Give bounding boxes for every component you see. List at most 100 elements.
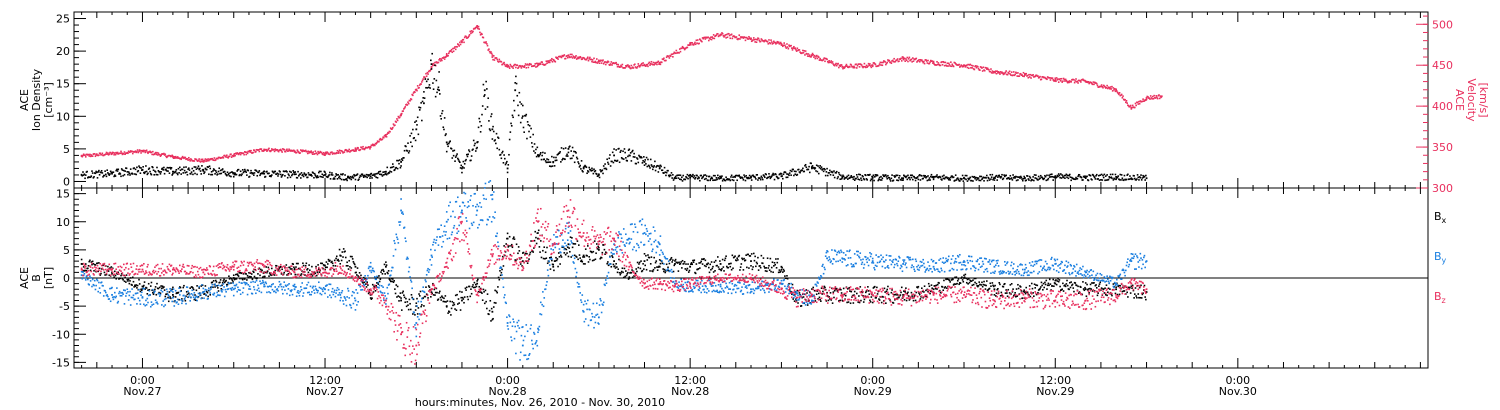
density-series-point	[965, 178, 967, 181]
velocity-series-point	[267, 148, 270, 151]
density-series-point	[966, 180, 969, 182]
velocity-series-point	[675, 49, 678, 52]
velocity-series-point	[658, 61, 661, 64]
velocity-series-point	[907, 58, 910, 60]
velocity-series-point	[974, 65, 977, 67]
bx-series-point	[546, 246, 548, 249]
density-series-point	[1080, 176, 1083, 179]
density-series-point	[280, 176, 283, 178]
density-series-point	[1111, 177, 1113, 180]
density-series-point	[782, 177, 784, 180]
velocity-series-point	[1113, 87, 1116, 90]
density-series-point	[421, 119, 423, 122]
velocity-series-point	[1010, 71, 1013, 73]
bx-series-point	[827, 299, 830, 302]
density-series-point	[564, 147, 567, 149]
velocity-series-point	[606, 61, 608, 64]
bx-series-point	[456, 303, 459, 305]
bx-series-point	[722, 266, 725, 268]
velocity-series-point	[122, 153, 125, 155]
velocity-series-point	[493, 59, 496, 61]
density-series-point	[615, 149, 617, 151]
bx-series-point	[952, 278, 954, 281]
velocity-series-point	[84, 156, 87, 158]
velocity-series-point	[757, 37, 760, 40]
bx-series-point	[640, 260, 642, 262]
density-series-point	[336, 178, 339, 180]
bx-series-point	[858, 301, 861, 304]
bx-series-point	[719, 260, 721, 262]
density-series-point	[120, 175, 122, 178]
density-series-point	[340, 178, 343, 181]
density-series-point	[969, 176, 972, 179]
velocity-series-point	[1136, 101, 1139, 104]
bx-series-point	[603, 248, 606, 251]
velocity-series-point	[977, 67, 980, 70]
velocity-series-point	[496, 58, 499, 61]
density-series-point	[1142, 174, 1144, 177]
density-series-point	[122, 169, 125, 172]
velocity-series-point	[1100, 85, 1102, 88]
velocity-series-point	[1032, 74, 1034, 76]
velocity-series-point	[823, 57, 826, 59]
bx-series-point	[450, 307, 453, 310]
density-series-point	[780, 173, 783, 175]
bx-series-point	[342, 248, 345, 250]
bx-series-point	[526, 262, 529, 264]
density-series-point	[562, 157, 564, 160]
density-series-point	[514, 89, 517, 92]
velocity-series-point	[811, 54, 813, 56]
velocity-series-point	[892, 60, 895, 63]
velocity-series-point	[879, 61, 882, 64]
density-series-point	[804, 164, 806, 167]
velocity-series-point	[840, 64, 843, 66]
bx-series-point	[817, 298, 819, 300]
bx-series-point	[826, 291, 828, 294]
density-series-point	[674, 176, 676, 179]
density-series-point	[302, 173, 304, 176]
density-series-point	[814, 167, 817, 169]
density-series-point	[318, 170, 321, 173]
bx-series-point	[314, 272, 317, 275]
density-series-point	[627, 155, 629, 158]
bx-series-point	[418, 295, 421, 297]
velocity-series-point	[887, 59, 889, 61]
velocity-series-point	[728, 34, 731, 37]
density-series-point	[1145, 177, 1148, 180]
density-series-point	[729, 179, 732, 182]
bx-series-point	[563, 252, 566, 254]
density-series-point	[782, 173, 785, 176]
density-series-point	[856, 176, 859, 178]
density-series-point	[697, 176, 700, 178]
density-series-point	[1044, 175, 1047, 178]
bx-series-point	[663, 270, 665, 273]
density-series-point	[917, 178, 920, 181]
velocity-series-point	[369, 147, 371, 150]
density-series-point	[297, 170, 299, 173]
density-series-point	[937, 176, 940, 179]
density-series-point	[1009, 174, 1012, 177]
density-series-point	[750, 179, 753, 181]
density-series-point	[597, 174, 599, 177]
velocity-series-point	[589, 56, 591, 59]
density-series-point	[1140, 174, 1142, 176]
bx-series-point	[232, 274, 235, 277]
bx-series-point	[209, 294, 212, 296]
density-series-point	[1051, 175, 1054, 178]
density-series-point	[406, 150, 409, 152]
density-series-point	[187, 167, 190, 170]
bx-series-point	[805, 289, 808, 291]
density-series-point	[1118, 179, 1121, 181]
bx-series-point	[835, 288, 837, 291]
density-series-point	[147, 172, 149, 175]
velocity-series-point	[588, 58, 590, 60]
density-series-point	[144, 171, 147, 173]
bx-series-point	[537, 237, 539, 240]
density-series-point	[1112, 179, 1115, 181]
velocity-tick-label: 500	[1432, 18, 1453, 31]
velocity-series-point	[662, 58, 664, 61]
b-tick-label: -15	[52, 356, 70, 369]
velocity-series-point	[629, 67, 632, 70]
bx-series-point	[380, 269, 383, 272]
velocity-series-point	[786, 43, 788, 45]
